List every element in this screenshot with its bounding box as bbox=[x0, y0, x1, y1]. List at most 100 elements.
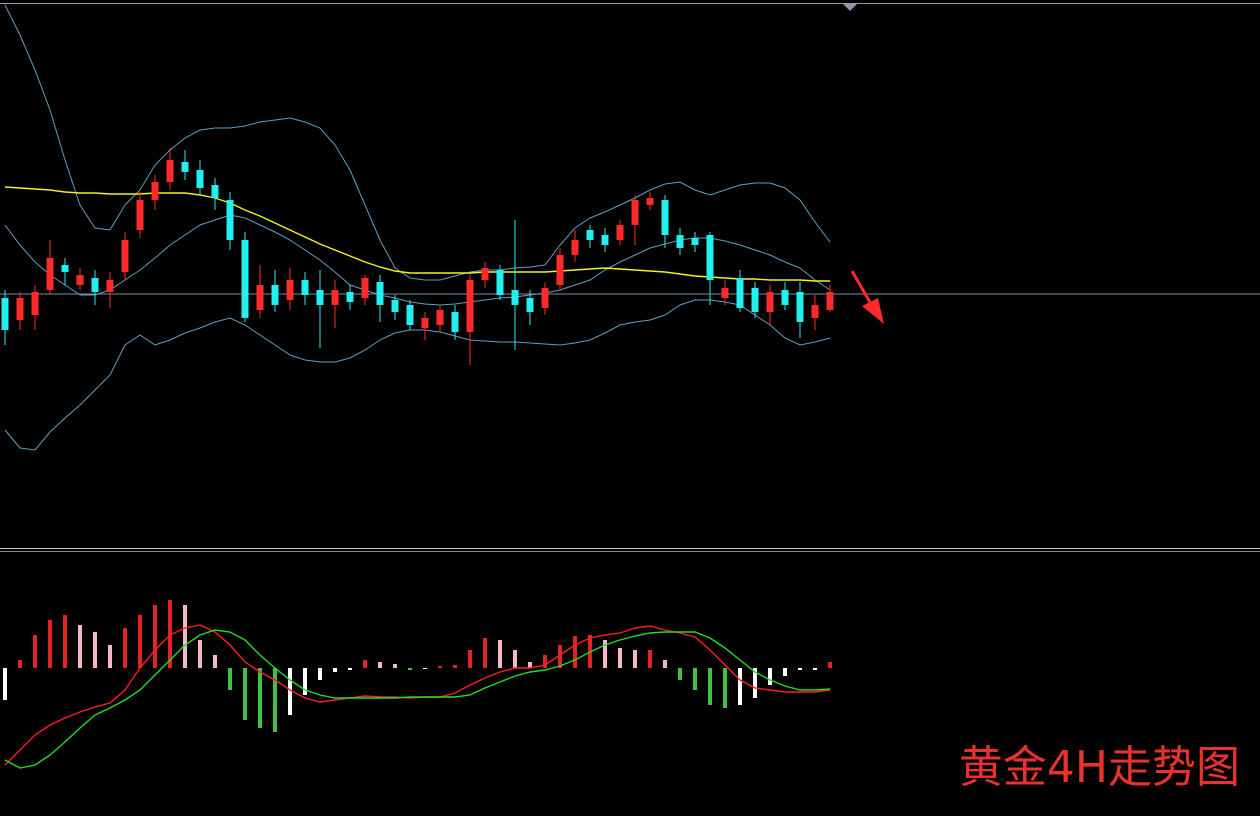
histogram-bar bbox=[378, 662, 382, 668]
trend-arrow bbox=[850, 270, 884, 324]
candle-body bbox=[571, 240, 579, 255]
candle-body bbox=[826, 292, 834, 310]
histogram-bar bbox=[678, 668, 682, 680]
histogram-bar bbox=[558, 645, 562, 668]
candle-body bbox=[511, 290, 519, 305]
candle-body bbox=[541, 288, 549, 308]
candle-body bbox=[586, 230, 594, 240]
candle-body bbox=[466, 280, 474, 332]
histogram-bar bbox=[573, 636, 577, 668]
candle-body bbox=[196, 170, 204, 188]
histogram-bar bbox=[693, 668, 697, 690]
indicator-line bbox=[4, 629, 831, 769]
candle-body bbox=[796, 292, 804, 322]
price-panel bbox=[0, 4, 1260, 451]
candle-body bbox=[631, 200, 639, 225]
histogram-bar bbox=[393, 664, 397, 668]
histogram-bar bbox=[513, 650, 517, 668]
histogram-bar bbox=[603, 640, 607, 668]
candle-body bbox=[421, 318, 429, 328]
indicator-line bbox=[4, 299, 831, 451]
indicator-line bbox=[4, 186, 830, 282]
histogram-bar bbox=[483, 638, 487, 668]
histogram-bar bbox=[258, 668, 262, 728]
candle-body bbox=[691, 238, 699, 245]
histogram-bar bbox=[348, 668, 352, 670]
shift-marker[interactable] bbox=[843, 4, 857, 11]
histogram-bar bbox=[798, 668, 802, 670]
macd-panel bbox=[3, 600, 832, 769]
candle-body bbox=[781, 290, 789, 305]
candle-body bbox=[721, 288, 729, 298]
histogram-bar bbox=[363, 660, 367, 668]
histogram-bar bbox=[48, 620, 52, 668]
candle-body bbox=[226, 200, 234, 240]
candle-body bbox=[76, 275, 84, 285]
candle-body bbox=[646, 198, 654, 205]
histogram-bar bbox=[273, 668, 277, 732]
histogram-bar bbox=[123, 628, 127, 668]
indicator-line bbox=[4, 4, 831, 281]
histogram-bar bbox=[648, 650, 652, 668]
arrow-head bbox=[862, 298, 884, 324]
candle-body bbox=[181, 162, 189, 172]
histogram-bar bbox=[33, 635, 37, 668]
histogram-bar bbox=[753, 668, 757, 698]
candle-body bbox=[526, 298, 534, 312]
histogram-bar bbox=[63, 615, 67, 668]
candle-body bbox=[361, 278, 369, 298]
candle-body bbox=[166, 160, 174, 182]
histogram-bar bbox=[738, 668, 742, 705]
watermark: 黄金4H走势图 bbox=[959, 742, 1240, 793]
candle-body bbox=[271, 285, 279, 305]
candle-body bbox=[706, 235, 714, 280]
candle-body bbox=[751, 288, 759, 312]
histogram-bar bbox=[438, 666, 442, 668]
histogram-bar bbox=[828, 662, 832, 668]
candle-body bbox=[46, 258, 54, 290]
candle-body bbox=[16, 298, 24, 320]
histogram-bar bbox=[468, 650, 472, 668]
candle-body bbox=[391, 300, 399, 312]
histogram-bar bbox=[78, 625, 82, 668]
arrow-shaft bbox=[850, 270, 873, 305]
histogram-bar bbox=[228, 668, 232, 690]
histogram-bar bbox=[663, 660, 667, 668]
histogram-bar bbox=[18, 660, 22, 668]
candle-body bbox=[211, 185, 219, 198]
candle-body bbox=[496, 270, 504, 295]
histogram-bar bbox=[633, 650, 637, 668]
histogram-bar bbox=[198, 640, 202, 668]
histogram-bar bbox=[138, 615, 142, 668]
histogram-bar bbox=[453, 665, 457, 668]
candle-body bbox=[661, 200, 669, 235]
candle-body bbox=[151, 182, 159, 200]
candle-body bbox=[31, 292, 39, 315]
candle-body bbox=[451, 312, 459, 332]
candle-body bbox=[616, 225, 624, 240]
candle-body bbox=[1, 298, 9, 330]
histogram-bar bbox=[423, 668, 427, 669]
candle-body bbox=[286, 280, 294, 300]
candle-body bbox=[316, 290, 324, 305]
candle-body bbox=[736, 278, 744, 308]
histogram-bar bbox=[498, 640, 502, 668]
candle-body bbox=[346, 292, 354, 302]
histogram-bar bbox=[783, 668, 787, 676]
histogram-bar bbox=[3, 668, 7, 700]
histogram-bar bbox=[153, 605, 157, 668]
histogram-bar bbox=[543, 655, 547, 668]
histogram-bar bbox=[813, 668, 817, 670]
candle-body bbox=[241, 240, 249, 318]
histogram-bar bbox=[213, 655, 217, 668]
candle-body bbox=[766, 292, 774, 312]
candle-body bbox=[121, 240, 129, 272]
histogram-bar bbox=[168, 600, 172, 668]
candle-body bbox=[136, 200, 144, 230]
histogram-bar bbox=[318, 668, 322, 680]
histogram-bar bbox=[288, 668, 292, 715]
histogram-bar bbox=[723, 668, 727, 708]
candle-body bbox=[376, 282, 384, 305]
candle-body bbox=[811, 305, 819, 318]
